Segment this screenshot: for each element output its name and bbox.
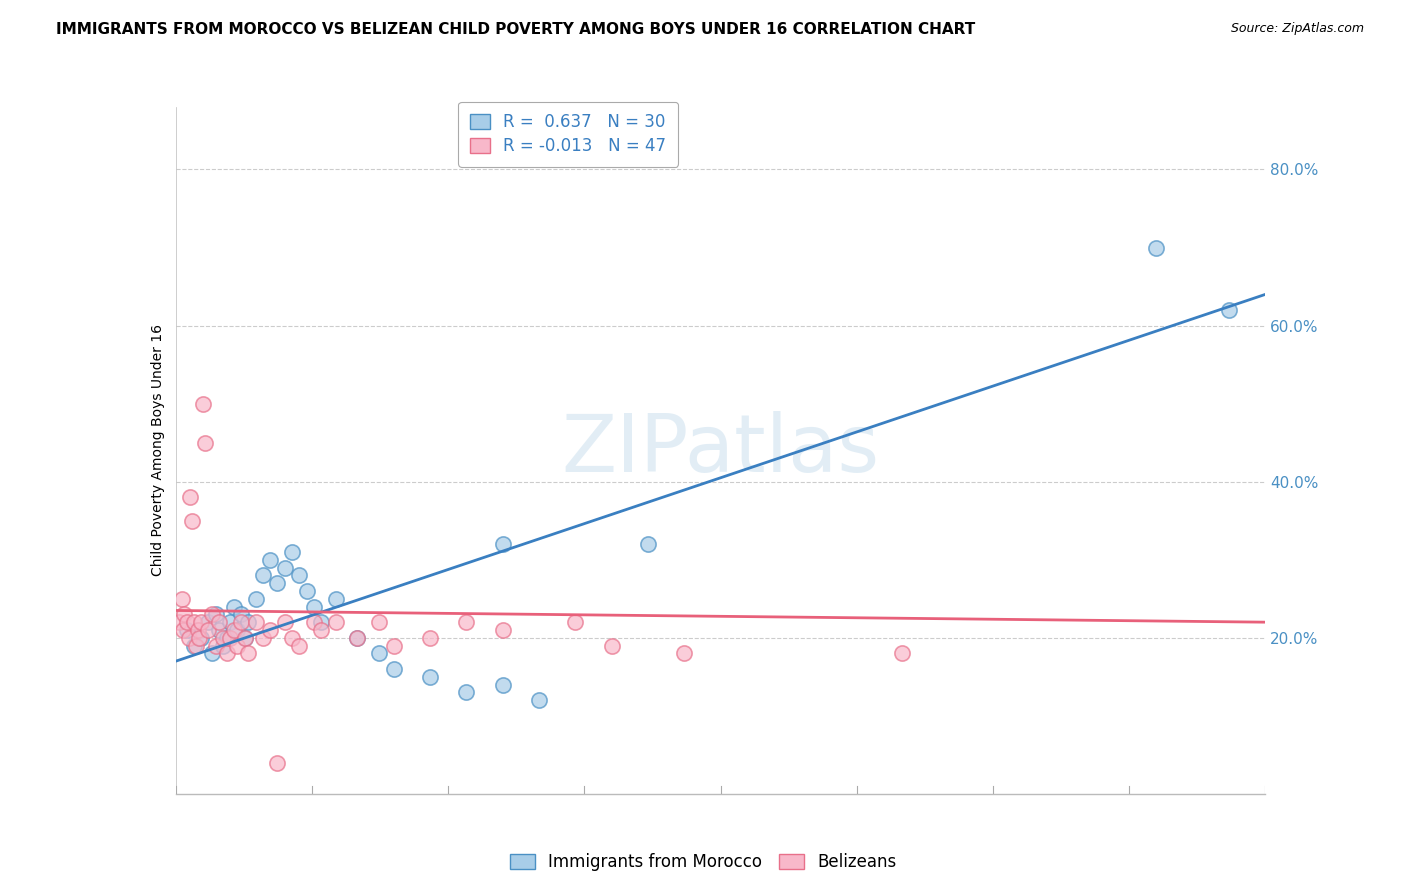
Point: [201, 607, 224, 622]
Point: [259, 623, 281, 637]
Point: [527, 693, 550, 707]
Point: [212, 631, 235, 645]
Point: [219, 631, 242, 645]
Point: [288, 568, 311, 582]
Point: [325, 615, 347, 630]
Point: [173, 607, 195, 622]
Point: [1218, 303, 1240, 318]
Text: ZIPatlas: ZIPatlas: [561, 411, 880, 490]
Point: [368, 615, 391, 630]
Point: [368, 646, 391, 660]
Point: [564, 615, 586, 630]
Point: [274, 615, 297, 630]
Point: [419, 631, 441, 645]
Point: [288, 639, 311, 653]
Point: [204, 639, 226, 653]
Point: [346, 631, 368, 645]
Point: [190, 615, 212, 630]
Point: [215, 631, 238, 645]
Point: [1146, 240, 1168, 255]
Point: [177, 631, 200, 645]
Point: [382, 639, 405, 653]
Point: [231, 607, 253, 622]
Point: [281, 631, 304, 645]
Point: [197, 615, 219, 630]
Point: [245, 615, 267, 630]
Point: [170, 591, 193, 606]
Point: [204, 607, 226, 622]
Point: [302, 599, 325, 614]
Point: [179, 490, 201, 504]
Point: [492, 537, 515, 551]
Point: [492, 623, 515, 637]
Point: [492, 678, 515, 692]
Point: [309, 615, 332, 630]
Point: [231, 615, 253, 630]
Point: [172, 623, 194, 637]
Point: [245, 591, 267, 606]
Point: [183, 639, 205, 653]
Point: [215, 646, 238, 660]
Point: [193, 396, 215, 410]
Point: [382, 662, 405, 676]
Point: [259, 552, 281, 567]
Point: [208, 615, 231, 630]
Point: [252, 568, 274, 582]
Point: [295, 583, 318, 598]
Point: [190, 631, 212, 645]
Point: [673, 646, 696, 660]
Text: IMMIGRANTS FROM MOROCCO VS BELIZEAN CHILD POVERTY AMONG BOYS UNDER 16 CORRELATIO: IMMIGRANTS FROM MOROCCO VS BELIZEAN CHIL…: [56, 22, 976, 37]
Point: [226, 639, 249, 653]
Point: [266, 576, 288, 591]
Point: [176, 615, 198, 630]
Point: [201, 646, 224, 660]
Point: [183, 615, 205, 630]
Point: [266, 756, 288, 770]
Point: [226, 623, 249, 637]
Point: [637, 537, 659, 551]
Point: [325, 591, 347, 606]
Legend: Immigrants from Morocco, Belizeans: Immigrants from Morocco, Belizeans: [502, 845, 904, 880]
Point: [238, 646, 260, 660]
Point: [233, 631, 256, 645]
Point: [184, 639, 207, 653]
Point: [309, 623, 332, 637]
Point: [219, 615, 242, 630]
Point: [419, 670, 441, 684]
Legend: R =  0.637   N = 30, R = -0.013   N = 47: R = 0.637 N = 30, R = -0.013 N = 47: [458, 102, 678, 167]
Point: [302, 615, 325, 630]
Point: [346, 631, 368, 645]
Point: [222, 623, 245, 637]
Y-axis label: Child Poverty Among Boys Under 16: Child Poverty Among Boys Under 16: [150, 325, 165, 576]
Point: [169, 615, 191, 630]
Point: [197, 623, 219, 637]
Point: [176, 623, 198, 637]
Point: [600, 639, 623, 653]
Point: [274, 560, 297, 574]
Point: [188, 631, 211, 645]
Point: [233, 631, 256, 645]
Point: [456, 685, 478, 699]
Point: [281, 545, 304, 559]
Text: Source: ZipAtlas.com: Source: ZipAtlas.com: [1230, 22, 1364, 36]
Point: [212, 639, 235, 653]
Point: [222, 599, 245, 614]
Point: [456, 615, 478, 630]
Point: [180, 514, 202, 528]
Point: [238, 615, 260, 630]
Point: [252, 631, 274, 645]
Point: [194, 435, 217, 450]
Point: [891, 646, 914, 660]
Point: [208, 623, 231, 637]
Point: [186, 623, 209, 637]
